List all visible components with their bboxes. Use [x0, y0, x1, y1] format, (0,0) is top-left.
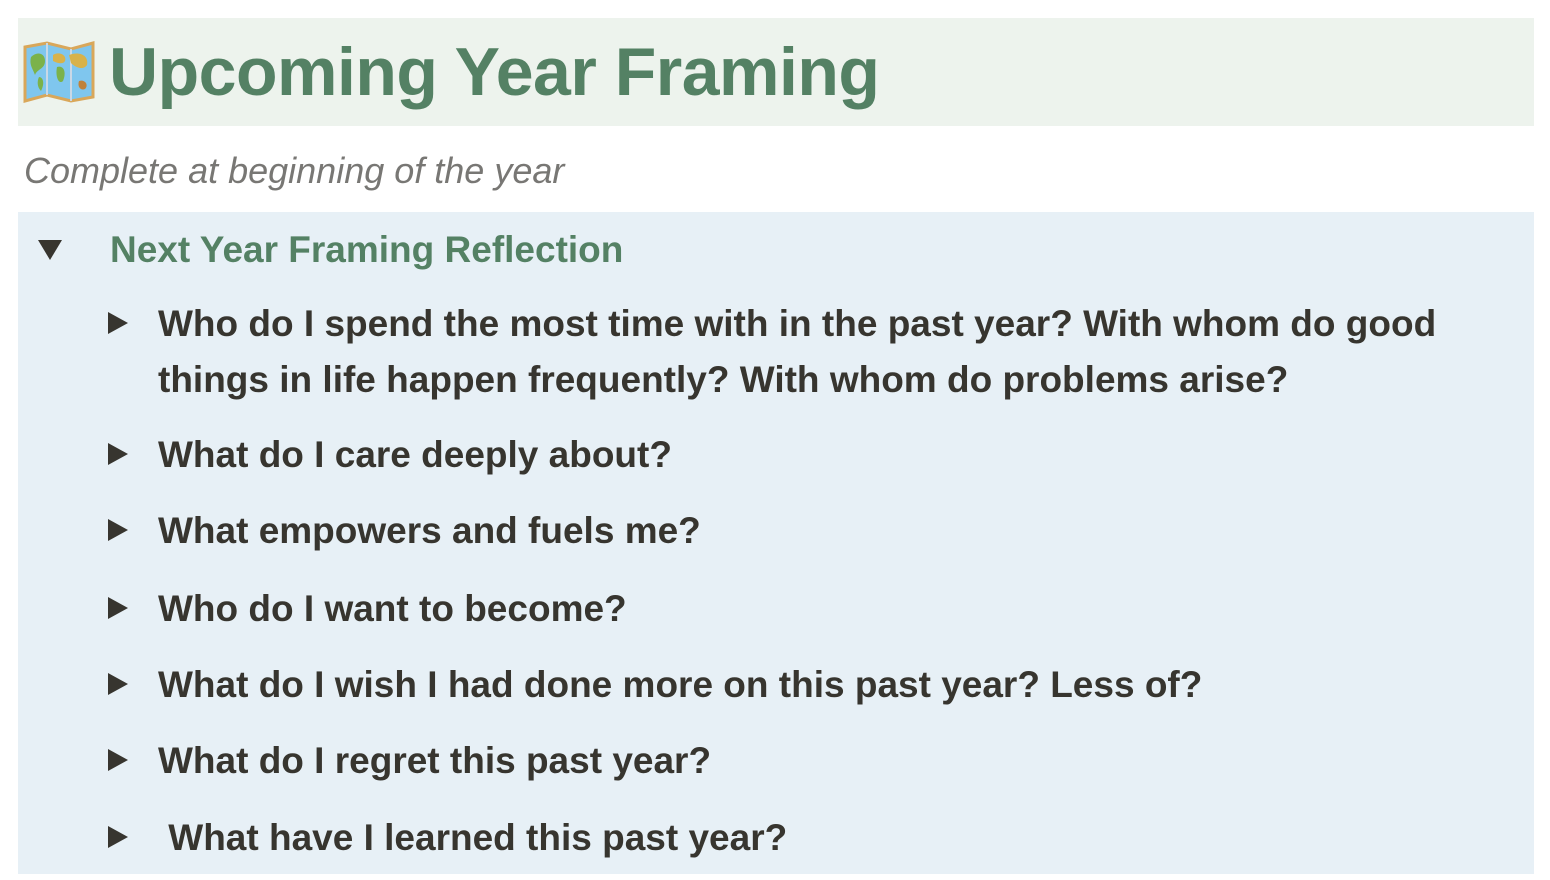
- toggle-item[interactable]: What do I care deeply about?: [18, 427, 1478, 483]
- toggle-collapsed-icon[interactable]: [108, 597, 128, 619]
- toggle-collapsed-icon[interactable]: [108, 443, 128, 465]
- toggle-item[interactable]: Who do I want to become?: [18, 581, 1478, 637]
- toggle-item[interactable]: What have I learned this past year?: [18, 810, 1478, 866]
- toggle-item-text: Who do I want to become?: [158, 588, 627, 629]
- toggle-item-text: What have I learned this past year?: [158, 817, 788, 858]
- toggle-label: Next Year Framing Reflection: [110, 229, 624, 270]
- toggle-item[interactable]: What do I regret this past year?: [18, 733, 1478, 789]
- toggle-item-text: What do I wish I had done more on this p…: [158, 664, 1203, 705]
- toggle-item-text: Who do I spend the most time with in the…: [158, 303, 1437, 400]
- page-title-block: Upcoming Year Framing: [18, 18, 1534, 126]
- page-title: Upcoming Year Framing: [109, 34, 880, 110]
- callout-block: Next Year Framing Reflection Who do I sp…: [18, 212, 1534, 874]
- toggle-item-text: What do I care deeply about?: [158, 434, 672, 475]
- page-subtitle: Complete at beginning of the year: [24, 150, 565, 191]
- toggle-next-year-framing-reflection[interactable]: Next Year Framing Reflection: [18, 222, 623, 278]
- toggle-item[interactable]: Who do I spend the most time with in the…: [18, 296, 1478, 408]
- toggle-item-text: What do I regret this past year?: [158, 740, 712, 781]
- toggle-collapsed-icon[interactable]: [108, 519, 128, 541]
- toggle-item[interactable]: What do I wish I had done more on this p…: [18, 657, 1478, 713]
- toggle-collapsed-icon[interactable]: [108, 749, 128, 771]
- toggle-expanded-icon[interactable]: [38, 240, 62, 260]
- toggle-item-text: What empowers and fuels me?: [158, 510, 701, 551]
- toggle-collapsed-icon[interactable]: [108, 826, 128, 848]
- world-map-icon: [23, 41, 95, 103]
- toggle-collapsed-icon[interactable]: [108, 673, 128, 695]
- toggle-item[interactable]: What empowers and fuels me?: [18, 503, 1478, 559]
- toggle-collapsed-icon[interactable]: [108, 312, 128, 334]
